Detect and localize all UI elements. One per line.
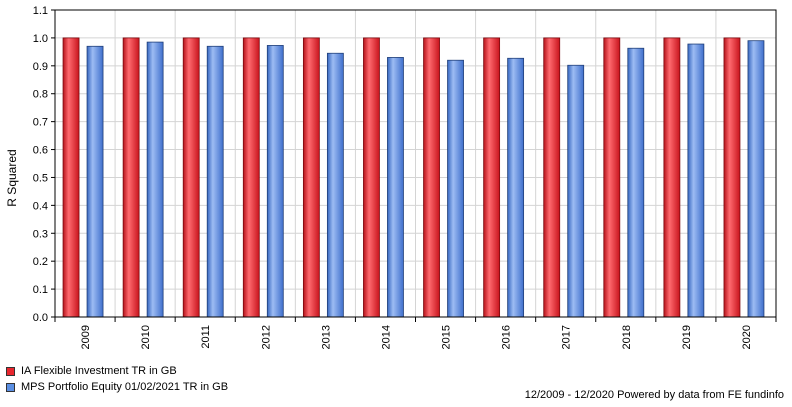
bar-ia-flexible (302, 37, 320, 318)
bar-mps-portfolio (747, 40, 765, 318)
x-tick-label: 2015 (441, 325, 453, 349)
x-tick-label: 2016 (501, 325, 513, 349)
bar-ia-flexible (242, 37, 260, 318)
bar-ia-flexible (62, 37, 80, 318)
y-tick-label: 0.1 (33, 284, 48, 296)
y-tick-label: 0.3 (33, 228, 48, 240)
grid-layer (54, 9, 777, 318)
bar-mps-portfolio (507, 57, 525, 318)
bar-mps-portfolio (206, 45, 224, 318)
legend-label: MPS Portfolio Equity 01/02/2021 TR in GB (21, 381, 229, 393)
bar-ia-flexible (483, 37, 501, 318)
x-tick-label: 2011 (200, 325, 212, 349)
bar-mps-portfolio (146, 41, 164, 318)
bar-mps-portfolio (266, 45, 284, 318)
legend-swatch-red (6, 366, 15, 376)
x-tick-label: 2013 (320, 325, 332, 349)
bar-ia-flexible (543, 37, 561, 318)
bar-mps-portfolio (447, 59, 464, 318)
bar-ia-flexible (603, 37, 621, 318)
bar-ia-flexible (182, 37, 200, 318)
x-tick-label: 2009 (80, 325, 92, 349)
bar-mps-portfolio (687, 43, 705, 318)
footer-source-text: 12/2009 - 12/2020 Powered by data from F… (524, 389, 784, 401)
x-tick-label: 2014 (380, 325, 392, 349)
legend-item: MPS Portfolio Equity 01/02/2021 TR in GB (6, 379, 228, 395)
y-tick-label: 0.6 (33, 145, 48, 157)
x-tick-label: 2018 (621, 325, 633, 349)
y-tick-label: 1.0 (33, 33, 48, 45)
bar-mps-portfolio (567, 64, 585, 318)
y-tick-label: 0.4 (33, 200, 48, 212)
y-tick-label: 0.7 (33, 117, 48, 129)
bar-ia-flexible (723, 37, 741, 318)
x-tick-label: 2012 (260, 325, 272, 349)
axes-layer: 0.0 0.1 0.2 0.3 0.4 0.5 0.6 0.7 0.8 0.9 1.0 1.1 2009… (33, 5, 777, 349)
y-tick-label: 1.1 (33, 5, 48, 17)
y-tick-label: 0.2 (33, 256, 48, 268)
bar-mps-portfolio (387, 57, 404, 318)
x-tick-label: 2019 (681, 325, 693, 349)
r-squared-chart: 0.0 0.1 0.2 0.3 0.4 0.5 0.6 0.7 0.8 0.9 1.0 1.1 2009… (5, 5, 777, 349)
bars-layer (62, 37, 765, 318)
bar-ia-flexible (423, 37, 440, 318)
x-tick-label: 2017 (561, 325, 573, 349)
x-tick-label: 2010 (140, 325, 152, 349)
y-tick-label: 0.5 (33, 172, 48, 184)
bar-ia-flexible (363, 37, 380, 318)
bar-mps-portfolio (326, 52, 344, 318)
bar-mps-portfolio (86, 45, 104, 318)
y-axis-title: R Squared (5, 149, 19, 206)
legend-swatch-blue (6, 382, 15, 392)
x-tick-label: 2020 (741, 325, 753, 349)
y-tick-label: 0.0 (33, 312, 48, 324)
bar-ia-flexible (122, 37, 140, 318)
y-tick-label: 0.8 (33, 89, 48, 101)
bar-mps-portfolio (627, 47, 645, 318)
legend-item: IA Flexible Investment TR in GB (6, 363, 228, 379)
plot-border (54, 9, 777, 318)
legend: IA Flexible Investment TR in GB MPS Port… (6, 363, 228, 395)
bar-ia-flexible (663, 37, 681, 318)
y-tick-label: 0.9 (33, 61, 48, 73)
legend-label: IA Flexible Investment TR in GB (21, 365, 177, 377)
